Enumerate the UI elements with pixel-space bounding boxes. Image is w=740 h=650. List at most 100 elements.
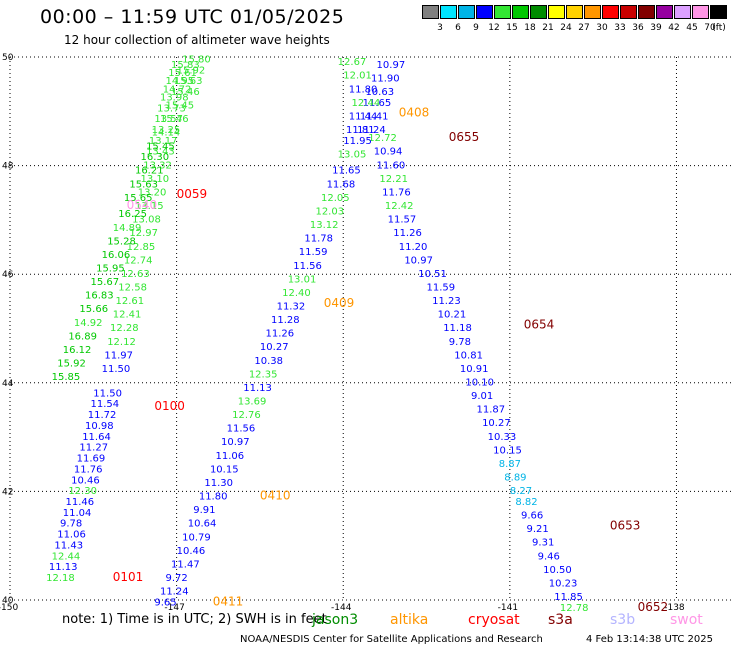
wave-height-value: 12.44: [52, 551, 81, 562]
legend-swatch: [458, 5, 475, 19]
wave-height-value: 11.80: [199, 492, 228, 503]
legend-label: 27: [578, 23, 590, 33]
wave-height-value: 15.46: [160, 114, 189, 125]
wave-height-value: 11.41: [360, 111, 389, 122]
satellite-label-cryosat: cryosat: [468, 612, 520, 628]
wave-height-value: 11.90: [371, 73, 400, 84]
pass-time-label: 0655: [449, 130, 480, 144]
wave-height-value: 11.27: [79, 443, 108, 454]
wave-height-value: 15.61: [168, 68, 197, 79]
wave-height-value: 11.26: [393, 228, 422, 239]
satellite-label-jason3: jason3: [312, 612, 359, 628]
wave-height-value: 9.46: [538, 551, 560, 562]
wave-height-value: 12.35: [249, 369, 278, 380]
wave-height-value: 11.81: [346, 125, 375, 136]
wave-height-value: 15.83: [171, 60, 200, 71]
wave-height-value: 11.57: [388, 215, 417, 226]
wave-height-value: 11.87: [477, 405, 506, 416]
wave-height-value: 15.46: [171, 87, 200, 98]
wave-height-value: 11.56: [227, 424, 256, 435]
x-tick-label: -147: [164, 603, 184, 613]
x-tick-label: -150: [0, 603, 18, 613]
wave-height-value: 12.61: [116, 296, 145, 307]
pass-time-label: 0654: [524, 318, 555, 332]
wave-height-value: 15.45: [146, 141, 175, 152]
y-tick-label: 48: [2, 162, 14, 172]
page-title: 00:00 – 11:59 UTC 01/05/2025: [40, 6, 345, 28]
wave-height-value: 12.03: [315, 206, 344, 217]
wave-height-value: 11.50: [93, 388, 122, 399]
wave-height-value: 12.76: [232, 410, 261, 421]
wave-height-value: 16.30: [141, 152, 170, 163]
satellite-label-s3a: s3a: [548, 612, 573, 628]
wave-height-value: 13.20: [138, 187, 167, 198]
satellite-label-swot: swot: [670, 612, 703, 628]
pass-time-label: 0652: [638, 600, 669, 614]
wave-height-value: 10.94: [374, 147, 403, 158]
wave-height-value: 15.67: [91, 277, 120, 288]
wave-height-value: 11.59: [299, 247, 328, 258]
pass-time-label: 0653: [610, 518, 641, 532]
wave-height-value: 12.30: [68, 486, 97, 497]
wave-height-value: 11.24: [160, 587, 189, 598]
wave-height-value: 9.66: [521, 511, 543, 522]
wave-height-value: 11.56: [293, 261, 322, 272]
wave-height-value: 15.95: [96, 263, 125, 274]
wave-height-value: 11.30: [204, 478, 233, 489]
wave-height-value: 9.78: [60, 519, 82, 530]
wave-height-value: 10.27: [482, 418, 511, 429]
wave-height-value: 11.18: [443, 323, 472, 334]
wave-height-value: 11.65: [363, 98, 392, 109]
wave-height-value: 11.65: [332, 166, 361, 177]
pass-time-label: 0100: [154, 399, 185, 413]
legend-label: 39: [650, 23, 662, 33]
legend-label: 45: [686, 23, 698, 33]
legend-label: 36: [632, 23, 644, 33]
legend-label: 9: [473, 23, 479, 33]
wave-height-value: 13.15: [135, 201, 164, 212]
legend-swatch: [440, 5, 457, 19]
wave-height-value: 11.95: [343, 136, 372, 147]
wave-height-value: 11.76: [382, 187, 411, 198]
wave-height-value: 11.80: [349, 84, 378, 95]
wave-height-value: 10.46: [177, 546, 206, 557]
wave-height-value: 12.21: [379, 174, 408, 185]
wave-height-value: 10.50: [543, 565, 572, 576]
wave-height-value: 9.31: [532, 538, 554, 549]
x-tick-label: -144: [331, 603, 352, 613]
wave-height-value: 15.63: [174, 76, 203, 87]
wave-height-value: 11.60: [377, 160, 406, 171]
legend-swatch: [656, 5, 673, 19]
legend-label: 24: [560, 23, 572, 33]
satellite-label-altika: altika: [390, 612, 429, 628]
credit-text: NOAA/NESDIS Center for Satellite Applica…: [240, 634, 543, 645]
pass-time-label: 0409: [324, 296, 355, 310]
wave-height-value: 10.91: [460, 364, 489, 375]
wave-height-value: 10.97: [404, 255, 433, 266]
x-tick-label: -141: [498, 603, 518, 613]
wave-height-value: 10.51: [418, 269, 447, 280]
legend-swatch: [692, 5, 709, 19]
legend-label: 70: [704, 23, 716, 33]
wave-height-value: 11.04: [63, 508, 92, 519]
wave-height-value: 11.13: [49, 562, 78, 573]
wave-height-value: 11.64: [82, 432, 111, 443]
wave-height-value: 13.25: [152, 125, 181, 136]
wave-height-value: 9.72: [166, 573, 188, 584]
wave-height-value: 12.01: [343, 71, 372, 82]
wave-height-value: 12.05: [321, 193, 350, 204]
y-tick-label: 44: [2, 379, 14, 389]
wave-height-value: 12.63: [121, 269, 150, 280]
wave-height-value: 11.24: [357, 125, 386, 136]
wave-height-value: 10.81: [454, 350, 483, 361]
wave-height-value: 14.72: [163, 84, 192, 95]
legend-label: 12: [488, 23, 500, 33]
wave-height-value: 11.72: [88, 410, 117, 421]
wave-height-value: 11.97: [104, 350, 133, 361]
legend-label: 3: [437, 23, 443, 33]
wave-height-value: 11.20: [399, 242, 428, 253]
wave-height-value: 8.89: [504, 473, 526, 484]
wave-height-value: 12.42: [385, 201, 414, 212]
legend-swatch: [566, 5, 583, 19]
